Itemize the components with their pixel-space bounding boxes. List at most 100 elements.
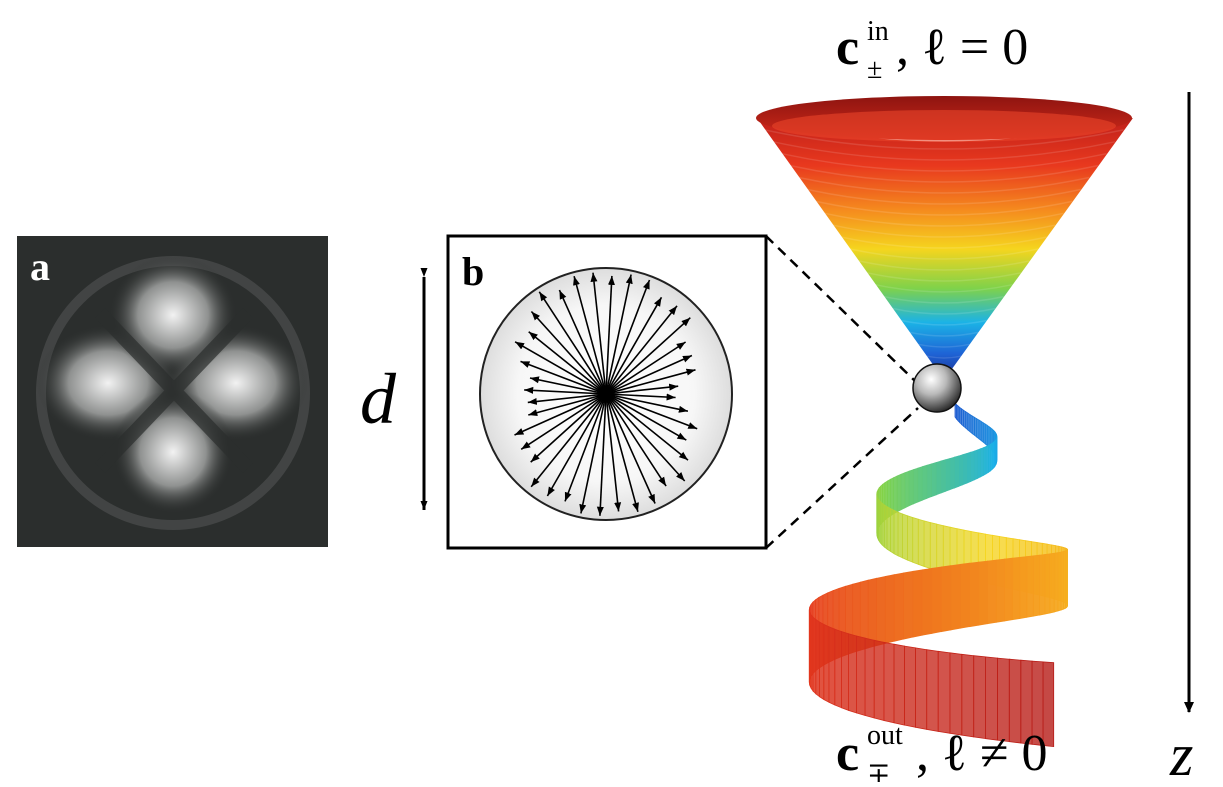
vector-arrow (528, 331, 607, 395)
vector-arrow (605, 393, 686, 482)
input-eq-superscript: in (867, 16, 889, 47)
cone-band (832, 224, 1056, 238)
spiral-segment (1026, 555, 1034, 618)
vector-arrow (524, 386, 607, 395)
spiral-segment (966, 451, 971, 484)
vector-arrow (530, 393, 607, 463)
cone-band (781, 152, 1107, 172)
vector-arrow (605, 368, 696, 395)
spiral-segment (1057, 551, 1062, 612)
input-eq-subscript: ± (867, 54, 882, 85)
vector-arrow (558, 289, 607, 395)
spiral-segment (954, 455, 960, 489)
spiral-segment (937, 650, 951, 734)
cone-band (772, 141, 1116, 161)
spiral-segment (886, 506, 891, 553)
vector-arrow (605, 393, 698, 430)
cone-band (858, 260, 1030, 271)
output-eq-base: c (836, 725, 859, 782)
spiral-segment (841, 630, 849, 711)
zoom-line-bottom (765, 407, 919, 549)
spiral-segment (893, 509, 899, 557)
cone-band (901, 319, 987, 326)
spiral-segment (921, 464, 928, 501)
vector-arrow (530, 310, 607, 395)
spiral-segment (867, 577, 877, 649)
spiral-segment (921, 567, 933, 636)
output-eq-rest: , ℓ ≠ 0 (916, 725, 1047, 782)
spiral-segment (973, 449, 978, 481)
input-beam-cone (756, 96, 1133, 380)
vector-arrow (605, 393, 622, 512)
spiral-segment (873, 639, 885, 722)
vector-arrow (590, 272, 607, 395)
spiral-segment (1053, 552, 1059, 613)
spiral-segment (896, 473, 902, 513)
cone-band (849, 248, 1039, 260)
spiral-segment (893, 475, 898, 515)
spiral-segment (890, 507, 895, 555)
input-eq-rest: , ℓ = 0 (896, 19, 1028, 76)
spiral-segment (970, 450, 975, 483)
spiral-segment (908, 469, 914, 507)
cone-band (764, 129, 1124, 150)
spiral-segment (903, 570, 914, 640)
spiral-segment (912, 516, 919, 565)
cone-band (790, 164, 1098, 183)
output-eq-superscript: out (867, 720, 903, 751)
spiral-segment (969, 561, 980, 628)
spiral-segment (929, 521, 938, 571)
spiral-segment (912, 467, 919, 505)
spiral-segment (931, 566, 942, 634)
vector-arrow (605, 393, 639, 513)
spiral-segment (1044, 553, 1051, 615)
output-eq-subscript: ∓ (867, 758, 890, 787)
vector-arrow (546, 393, 607, 497)
spiral-segment (931, 461, 937, 498)
spiral-segment (1011, 556, 1021, 621)
vector-arrow (605, 393, 689, 413)
spiral-segment (1004, 557, 1013, 622)
spiral-segment (828, 626, 836, 706)
cone-band (918, 343, 970, 348)
spiral-segment (935, 460, 942, 496)
vector-arrow (573, 275, 607, 395)
output-vortex-spiral (808, 401, 1068, 748)
panel-a-label: a (30, 244, 50, 289)
spiral-segment (977, 448, 981, 480)
spiral-segment (926, 463, 932, 499)
spiral-segment (915, 647, 928, 730)
spiral-segment (904, 470, 910, 509)
spiral-segment (962, 452, 968, 486)
spiral-segment (883, 504, 888, 550)
cone-band (824, 212, 1064, 227)
spiral-segment (1039, 554, 1046, 616)
output-equation: c out ∓ , ℓ ≠ 0 (836, 720, 1047, 787)
vector-arrow (605, 393, 667, 487)
cone-band (841, 236, 1047, 249)
spiral-segment (1019, 556, 1028, 619)
vector-arrow (605, 393, 689, 461)
vector-arrow (579, 393, 607, 514)
vector-arrow (528, 393, 607, 417)
vector-arrow (529, 376, 607, 395)
spiral-segment (812, 616, 817, 695)
cone-band (892, 307, 996, 315)
spiral-segment (945, 457, 951, 492)
vector-arrow (605, 317, 691, 395)
vector-arrow (514, 393, 607, 436)
d-label: d (360, 359, 397, 439)
vector-arrow (605, 305, 678, 395)
spiral-segment (949, 652, 963, 736)
spiral-segment (980, 447, 984, 478)
cone-band (815, 200, 1073, 216)
spiral-segment (926, 649, 939, 732)
spiral-segment (978, 560, 988, 626)
spiral-segment (893, 643, 905, 726)
sphere-icon (912, 363, 962, 413)
vector-arrow (520, 360, 607, 395)
cone-band (926, 355, 962, 359)
spiral-segment (917, 518, 925, 567)
spiral-segment (960, 562, 971, 629)
cone-band (807, 188, 1081, 205)
